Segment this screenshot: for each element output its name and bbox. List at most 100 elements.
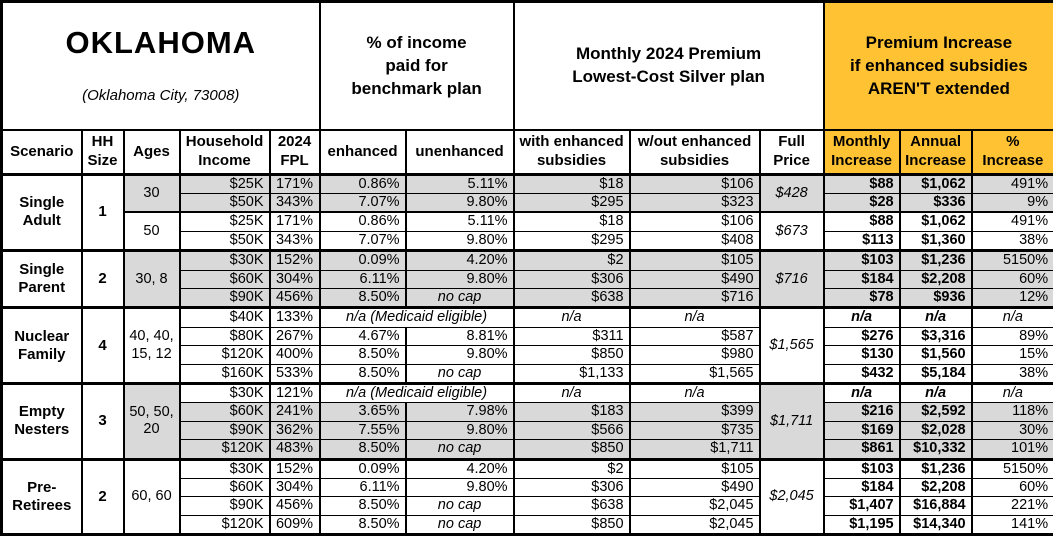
enhanced-pct-cell: 3.65% xyxy=(320,403,406,421)
household-income-cell: $120K xyxy=(180,440,270,459)
household-income-cell: $30K xyxy=(180,459,270,478)
hh-size-cell: 4 xyxy=(82,308,124,384)
ages-cell: 50 xyxy=(124,212,180,250)
ages-cell: 50, 50, 20 xyxy=(124,383,180,459)
premium-without-subsidies-cell: $490 xyxy=(630,478,760,496)
premium-with-subsidies-cell: $311 xyxy=(514,327,630,345)
column-header-monthly-increase: Monthly Increase xyxy=(824,130,900,174)
premium-without-subsidies-cell: $735 xyxy=(630,421,760,439)
premium-without-subsidies-cell: n/a xyxy=(630,308,760,327)
premium-with-subsidies-cell: n/a xyxy=(514,383,630,402)
monthly-increase-cell: $861 xyxy=(824,440,900,459)
percent-increase-cell: 38% xyxy=(972,231,1053,250)
premium-without-subsidies-cell: $106 xyxy=(630,212,760,231)
unenhanced-pct-cell: 5.11% xyxy=(406,174,514,193)
premium-with-subsidies-cell: $2 xyxy=(514,251,630,270)
hh-size-cell: 1 xyxy=(82,174,124,251)
monthly-increase-cell: $28 xyxy=(824,194,900,213)
monthly-increase-cell: $1,195 xyxy=(824,515,900,534)
monthly-increase-cell: $432 xyxy=(824,364,900,383)
annual-increase-cell: $5,184 xyxy=(900,364,972,383)
premium-without-subsidies-cell: $105 xyxy=(630,459,760,478)
scenario-cell: Single Adult xyxy=(2,174,82,251)
percent-increase-cell: 12% xyxy=(972,289,1053,308)
premium-without-subsidies-cell: $980 xyxy=(630,346,760,364)
annual-increase-cell: n/a xyxy=(900,383,972,402)
header-group-row: OKLAHOMA (Oklahoma City, 73008) % of inc… xyxy=(2,2,1053,131)
unenhanced-pct-cell: 4.20% xyxy=(406,459,514,478)
fpl-cell: 121% xyxy=(270,383,320,402)
premium-with-subsidies-cell: $850 xyxy=(514,515,630,534)
monthly-increase-cell: n/a xyxy=(824,383,900,402)
full-price-cell: $2,045 xyxy=(760,459,824,535)
annual-increase-cell: $2,208 xyxy=(900,478,972,496)
annual-increase-cell: $2,592 xyxy=(900,403,972,421)
annual-increase-cell: $10,332 xyxy=(900,440,972,459)
premium-with-subsidies-cell: $638 xyxy=(514,289,630,308)
unenhanced-pct-cell: 4.20% xyxy=(406,251,514,270)
percent-increase-cell: 9% xyxy=(972,194,1053,213)
annual-increase-cell: $336 xyxy=(900,194,972,213)
premium-without-subsidies-cell: $1,565 xyxy=(630,364,760,383)
table-header: OKLAHOMA (Oklahoma City, 73008) % of inc… xyxy=(2,2,1053,175)
enhanced-pct-cell: 0.86% xyxy=(320,212,406,231)
premium-with-subsidies-cell: $183 xyxy=(514,403,630,421)
annual-increase-cell: $1,236 xyxy=(900,459,972,478)
annual-increase-cell: $3,316 xyxy=(900,327,972,345)
monthly-increase-cell: $184 xyxy=(824,270,900,288)
monthly-increase-cell: $88 xyxy=(824,212,900,231)
premium-with-subsidies-cell: $850 xyxy=(514,346,630,364)
annual-increase-cell: $14,340 xyxy=(900,515,972,534)
unenhanced-pct-cell: 9.80% xyxy=(406,270,514,288)
premium-without-subsidies-cell: $408 xyxy=(630,231,760,250)
premium-without-subsidies-cell: $1,711 xyxy=(630,440,760,459)
unenhanced-pct-cell: 9.80% xyxy=(406,231,514,250)
annual-increase-cell: $2,028 xyxy=(900,421,972,439)
premium-without-subsidies-cell: $2,045 xyxy=(630,497,760,515)
household-income-cell: $60K xyxy=(180,403,270,421)
scenario-cell: Pre-Retirees xyxy=(2,459,82,535)
household-income-cell: $60K xyxy=(180,478,270,496)
household-income-cell: $80K xyxy=(180,327,270,345)
column-header-full-price: Full Price xyxy=(760,130,824,174)
enhanced-pct-cell: 8.50% xyxy=(320,289,406,308)
monthly-increase-cell: $113 xyxy=(824,231,900,250)
enhanced-pct-cell: 8.50% xyxy=(320,364,406,383)
column-header-with-enhanced-subsidies: with enhanced subsidies xyxy=(514,130,630,174)
fpl-cell: 152% xyxy=(270,251,320,270)
household-income-cell: $60K xyxy=(180,270,270,288)
premium-with-subsidies-cell: $306 xyxy=(514,270,630,288)
enhanced-pct-cell: 4.67% xyxy=(320,327,406,345)
monthly-increase-cell: $78 xyxy=(824,289,900,308)
premium-without-subsidies-cell: $106 xyxy=(630,174,760,193)
annual-increase-cell: $1,062 xyxy=(900,212,972,231)
enhanced-pct-cell: 6.11% xyxy=(320,270,406,288)
enhanced-pct-cell: 7.07% xyxy=(320,231,406,250)
scenario-cell: Single Parent xyxy=(2,251,82,308)
monthly-increase-cell: $103 xyxy=(824,459,900,478)
enhanced-pct-cell: 6.11% xyxy=(320,478,406,496)
fpl-cell: 456% xyxy=(270,289,320,308)
column-header-annual-increase: Annual Increase xyxy=(900,130,972,174)
premium-without-subsidies-cell: $399 xyxy=(630,403,760,421)
unenhanced-pct-cell: no cap xyxy=(406,289,514,308)
unenhanced-pct-cell: no cap xyxy=(406,515,514,534)
fpl-cell: 533% xyxy=(270,364,320,383)
full-price-cell: $1,711 xyxy=(760,383,824,459)
percent-increase-cell: 221% xyxy=(972,497,1053,515)
percent-increase-cell: 89% xyxy=(972,327,1053,345)
household-income-cell: $50K xyxy=(180,231,270,250)
household-income-cell: $90K xyxy=(180,497,270,515)
enhanced-pct-cell: 8.50% xyxy=(320,440,406,459)
monthly-increase-cell: n/a xyxy=(824,308,900,327)
household-income-cell: $30K xyxy=(180,251,270,270)
scenario-cell: Nuclear Family xyxy=(2,308,82,384)
premium-with-subsidies-cell: n/a xyxy=(514,308,630,327)
monthly-increase-cell: $103 xyxy=(824,251,900,270)
fpl-cell: 267% xyxy=(270,327,320,345)
premium-without-subsidies-cell: $587 xyxy=(630,327,760,345)
